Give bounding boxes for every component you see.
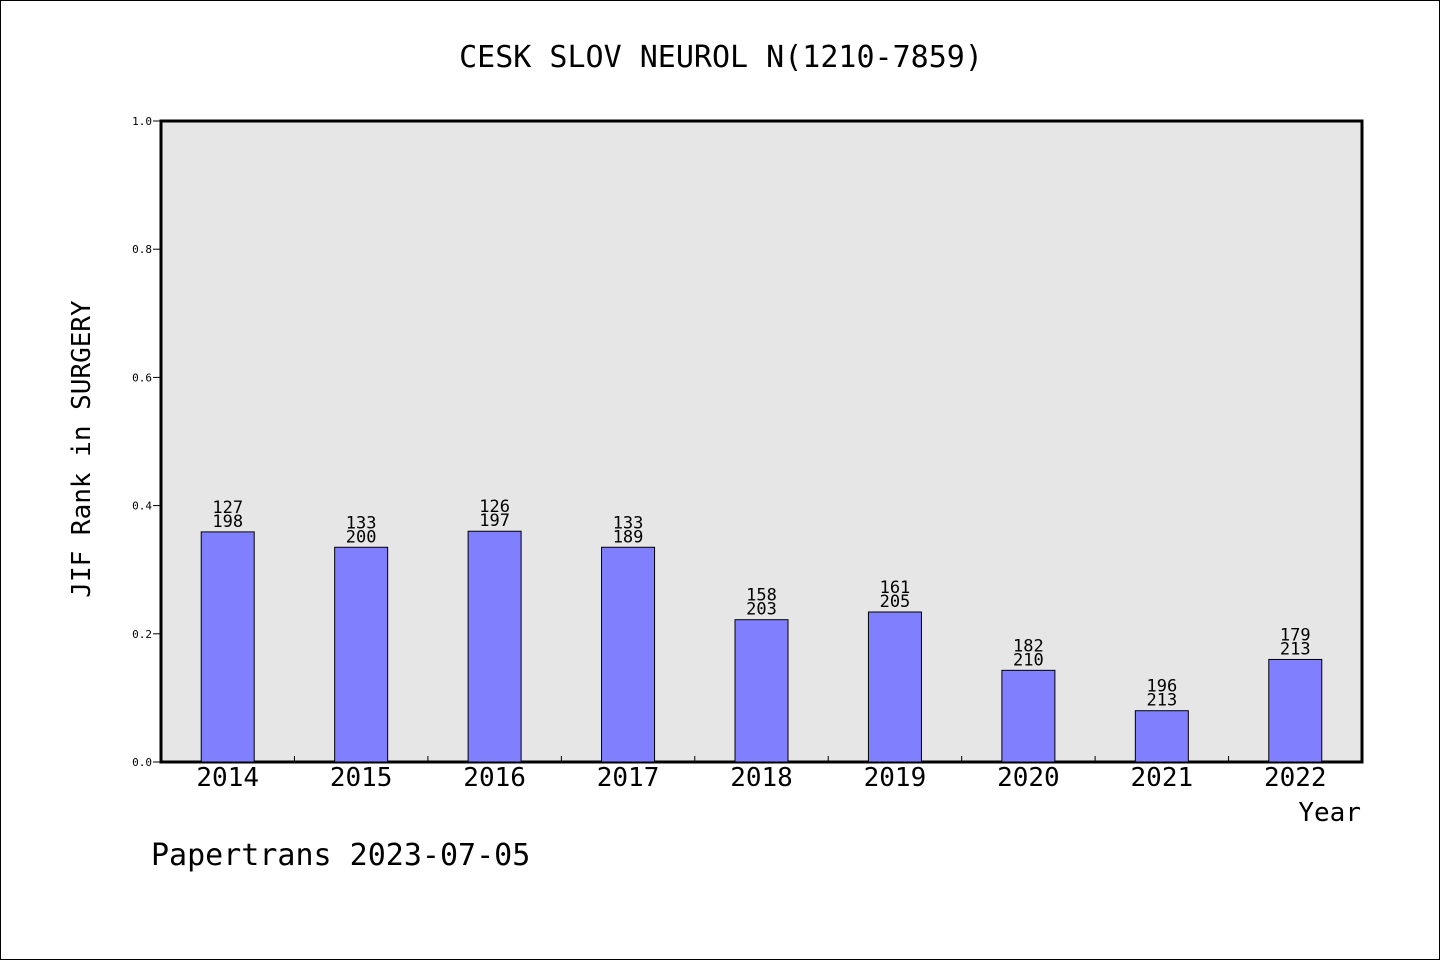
x-tick-label-7: 2021 <box>1131 763 1194 793</box>
x-tick-label-2: 2016 <box>463 763 526 793</box>
x-axis: 2014 2015 2016 2017 2018 2019 2020 2021 2022 <box>196 756 1327 793</box>
bar-label-total-2018: 203 <box>746 600 777 620</box>
bar-label-total-2020: 210 <box>1013 650 1044 670</box>
footer-credit: Papertrans 2023-07-05 <box>151 838 530 873</box>
bar-label-total-2019: 205 <box>880 592 911 612</box>
bar-2020 <box>1001 669 1056 763</box>
bar-label-total-2016: 197 <box>479 511 510 531</box>
x-tick-label-3: 2017 <box>597 763 660 793</box>
bar-label-rank-2018: 158 <box>746 586 777 606</box>
x-tick-label-6: 2020 <box>997 763 1060 793</box>
bar-label-rank-2020: 182 <box>1013 636 1044 656</box>
bar-2016 <box>467 530 522 763</box>
bar-label-rank-2021: 196 <box>1146 677 1177 697</box>
y-axis: 0.0 0.2 0.4 0.6 0.8 1.0 <box>132 115 161 769</box>
bar-label-total-2022: 213 <box>1280 639 1311 659</box>
bar-2019 <box>867 611 922 763</box>
y-tick-label-3: 0.6 <box>132 371 152 384</box>
bar-2022 <box>1268 658 1323 763</box>
bar-label-rank-2022: 179 <box>1280 625 1311 645</box>
y-tick-label-2: 0.4 <box>132 500 152 513</box>
bar-2015 <box>334 546 389 763</box>
bar-label-total-2017: 189 <box>613 527 644 547</box>
x-axis-label: Year <box>1298 798 1361 828</box>
x-tick-label-1: 2015 <box>330 763 393 793</box>
bar-label-total-2015: 200 <box>346 527 377 547</box>
bar-2021 <box>1134 710 1189 763</box>
y-tick-label-4: 0.8 <box>132 243 152 256</box>
y-tick-label-5: 1.0 <box>132 115 152 128</box>
bar-label-rank-2019: 161 <box>880 578 911 598</box>
bar-label-rank-2016: 126 <box>479 497 510 517</box>
x-tick-label-0: 2014 <box>196 763 259 793</box>
chart-title: CESK SLOV NEUROL N(1210-7859) <box>459 40 983 75</box>
x-tick-label-4: 2018 <box>730 763 793 793</box>
bar-label-rank-2015: 133 <box>346 513 377 533</box>
bar-label-total-2021: 213 <box>1146 691 1177 711</box>
bar-2018 <box>734 619 789 763</box>
bar-2017 <box>601 546 656 763</box>
y-tick-label-0: 0.0 <box>132 756 152 769</box>
y-tick-label-1: 0.2 <box>132 628 152 641</box>
x-tick-label-8: 2022 <box>1264 763 1327 793</box>
bar-label-rank-2017: 133 <box>613 513 644 533</box>
x-tick-label-5: 2019 <box>864 763 927 793</box>
bar-label-total-2014: 198 <box>212 512 243 532</box>
bar-label-rank-2014: 127 <box>212 498 243 518</box>
y-axis-label: JIF Rank in SURGERY <box>67 300 97 598</box>
bar-2014 <box>200 531 255 763</box>
